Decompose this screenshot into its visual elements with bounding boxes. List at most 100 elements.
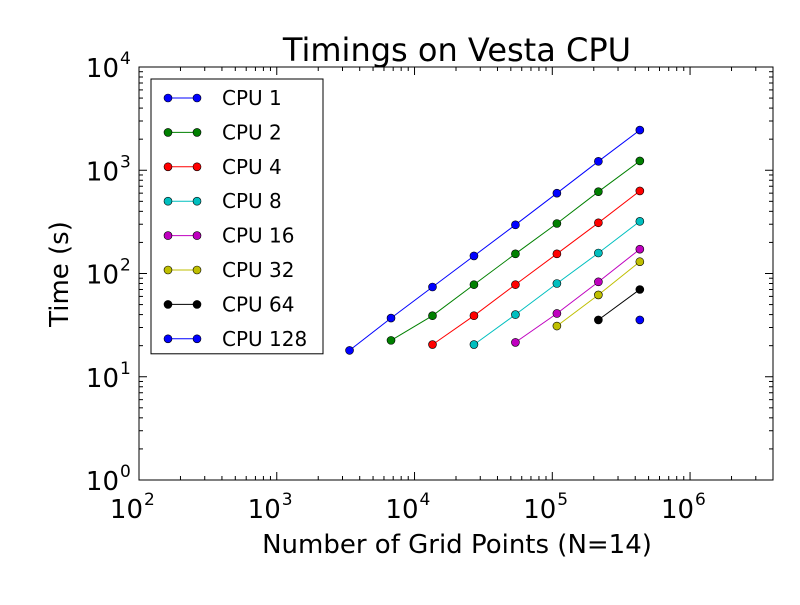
x-tick-label-exponent: 3 (282, 490, 293, 510)
data-point (345, 346, 354, 355)
chart-title: Timings on Vesta CPU (282, 31, 631, 69)
data-point (594, 277, 603, 287)
data-point (552, 188, 562, 198)
y-tick-label-base: 10 (86, 54, 119, 84)
data-point (552, 249, 562, 259)
y-tick-label-exponent: 1 (120, 359, 131, 379)
data-point (552, 309, 562, 318)
legend-entry: CPU 128 (163, 327, 307, 351)
legend-marker (163, 128, 173, 137)
x-tick-label: 10 3 (248, 490, 293, 525)
legend-marker (163, 300, 173, 309)
legend-marker (163, 162, 173, 172)
legend-entry: CPU 8 (163, 189, 282, 213)
plot-area: 10 2 10 3 10 4 10 5 10 610 010 110 210 310 4 (86, 49, 774, 525)
legend-label: CPU 16 (222, 224, 294, 248)
y-tick-label-base: 10 (86, 364, 119, 394)
y-tick-label-exponent: 0 (120, 462, 131, 482)
legend-label: CPU 1 (222, 86, 282, 110)
legend-label: CPU 4 (222, 155, 282, 179)
legend-box (150, 78, 324, 355)
legend-marker (163, 334, 173, 344)
legend-marker (192, 162, 202, 172)
y-tick-label: 10 2 (86, 256, 131, 291)
data-point (635, 257, 645, 267)
series-2 (386, 156, 645, 345)
legend-entry: CPU 32 (163, 258, 294, 282)
series-line (349, 129, 641, 351)
y-tick-label: 10 1 (86, 359, 131, 394)
series-line (598, 289, 641, 321)
legend-label: CPU 8 (222, 189, 282, 213)
legend-marker (163, 265, 173, 275)
x-tick-label-exponent: 5 (557, 490, 568, 510)
y-tick-label-base: 10 (86, 261, 119, 291)
y-tick-label-exponent: 3 (120, 152, 131, 172)
legend-marker (192, 231, 202, 240)
legend-marker (163, 231, 173, 240)
data-point (594, 218, 603, 228)
series-4 (469, 217, 645, 349)
series-8 (635, 315, 645, 325)
legend-marker (192, 93, 202, 103)
legend-label: CPU 32 (222, 258, 294, 282)
x-tick-label-exponent: 6 (695, 490, 706, 510)
legend-marker (192, 300, 202, 309)
data-point (635, 156, 645, 166)
data-point (469, 340, 479, 349)
data-point (635, 244, 645, 254)
x-tick-label-base: 10 (523, 495, 556, 525)
data-point (469, 311, 479, 321)
data-point (428, 282, 437, 292)
legend-entry: CPU 16 (163, 224, 294, 248)
legend: CPU 1 CPU 2 CPU 4 CPU 8 CPU 16 CPU 32 CPU 64 CP… (150, 78, 324, 355)
series-1 (345, 125, 645, 355)
data-point (511, 280, 520, 289)
legend-entry: CPU 2 (163, 120, 282, 144)
y-tick-label-exponent: 2 (120, 256, 131, 276)
data-point (469, 251, 479, 261)
data-point (635, 315, 645, 325)
legend-marker (192, 265, 202, 275)
data-point (386, 336, 396, 345)
data-point (635, 217, 645, 226)
data-point (552, 279, 562, 288)
y-tick-label: 10 0 (86, 462, 131, 497)
data-point (635, 285, 645, 294)
y-tick-label-base: 10 (86, 157, 119, 187)
data-point (594, 187, 603, 196)
x-tick-label: 10 6 (661, 490, 706, 525)
data-point (594, 248, 603, 258)
legend-marker (163, 93, 173, 103)
data-point (511, 220, 520, 230)
data-point (552, 321, 562, 331)
y-tick-label-exponent: 4 (120, 49, 131, 69)
data-point (469, 280, 479, 289)
series-3 (428, 186, 645, 349)
x-tick-label-exponent: 4 (420, 490, 431, 510)
data-point (511, 338, 520, 347)
series-line (432, 190, 641, 346)
series-line (515, 248, 641, 343)
x-axis-label: Number of Grid Points (N=14) (262, 530, 652, 560)
x-tick-label-base: 10 (110, 495, 143, 525)
legend-marker (192, 196, 202, 206)
data-point (386, 313, 396, 323)
x-tick-label: 10 2 (110, 490, 155, 525)
series-5 (511, 244, 645, 347)
series-7 (594, 285, 645, 325)
data-point (635, 186, 645, 196)
y-tick-label-base: 10 (86, 467, 119, 497)
legend-entry: CPU 1 (163, 86, 282, 110)
legend-label: CPU 128 (222, 327, 307, 351)
legend-label: CPU 2 (222, 120, 282, 144)
y-tick-label: 10 4 (86, 49, 131, 84)
legend-marker (163, 196, 173, 206)
x-tick-label-base: 10 (661, 495, 694, 525)
data-point (428, 311, 437, 321)
y-axis-label: Time (s) (45, 221, 75, 328)
data-point (552, 219, 562, 228)
